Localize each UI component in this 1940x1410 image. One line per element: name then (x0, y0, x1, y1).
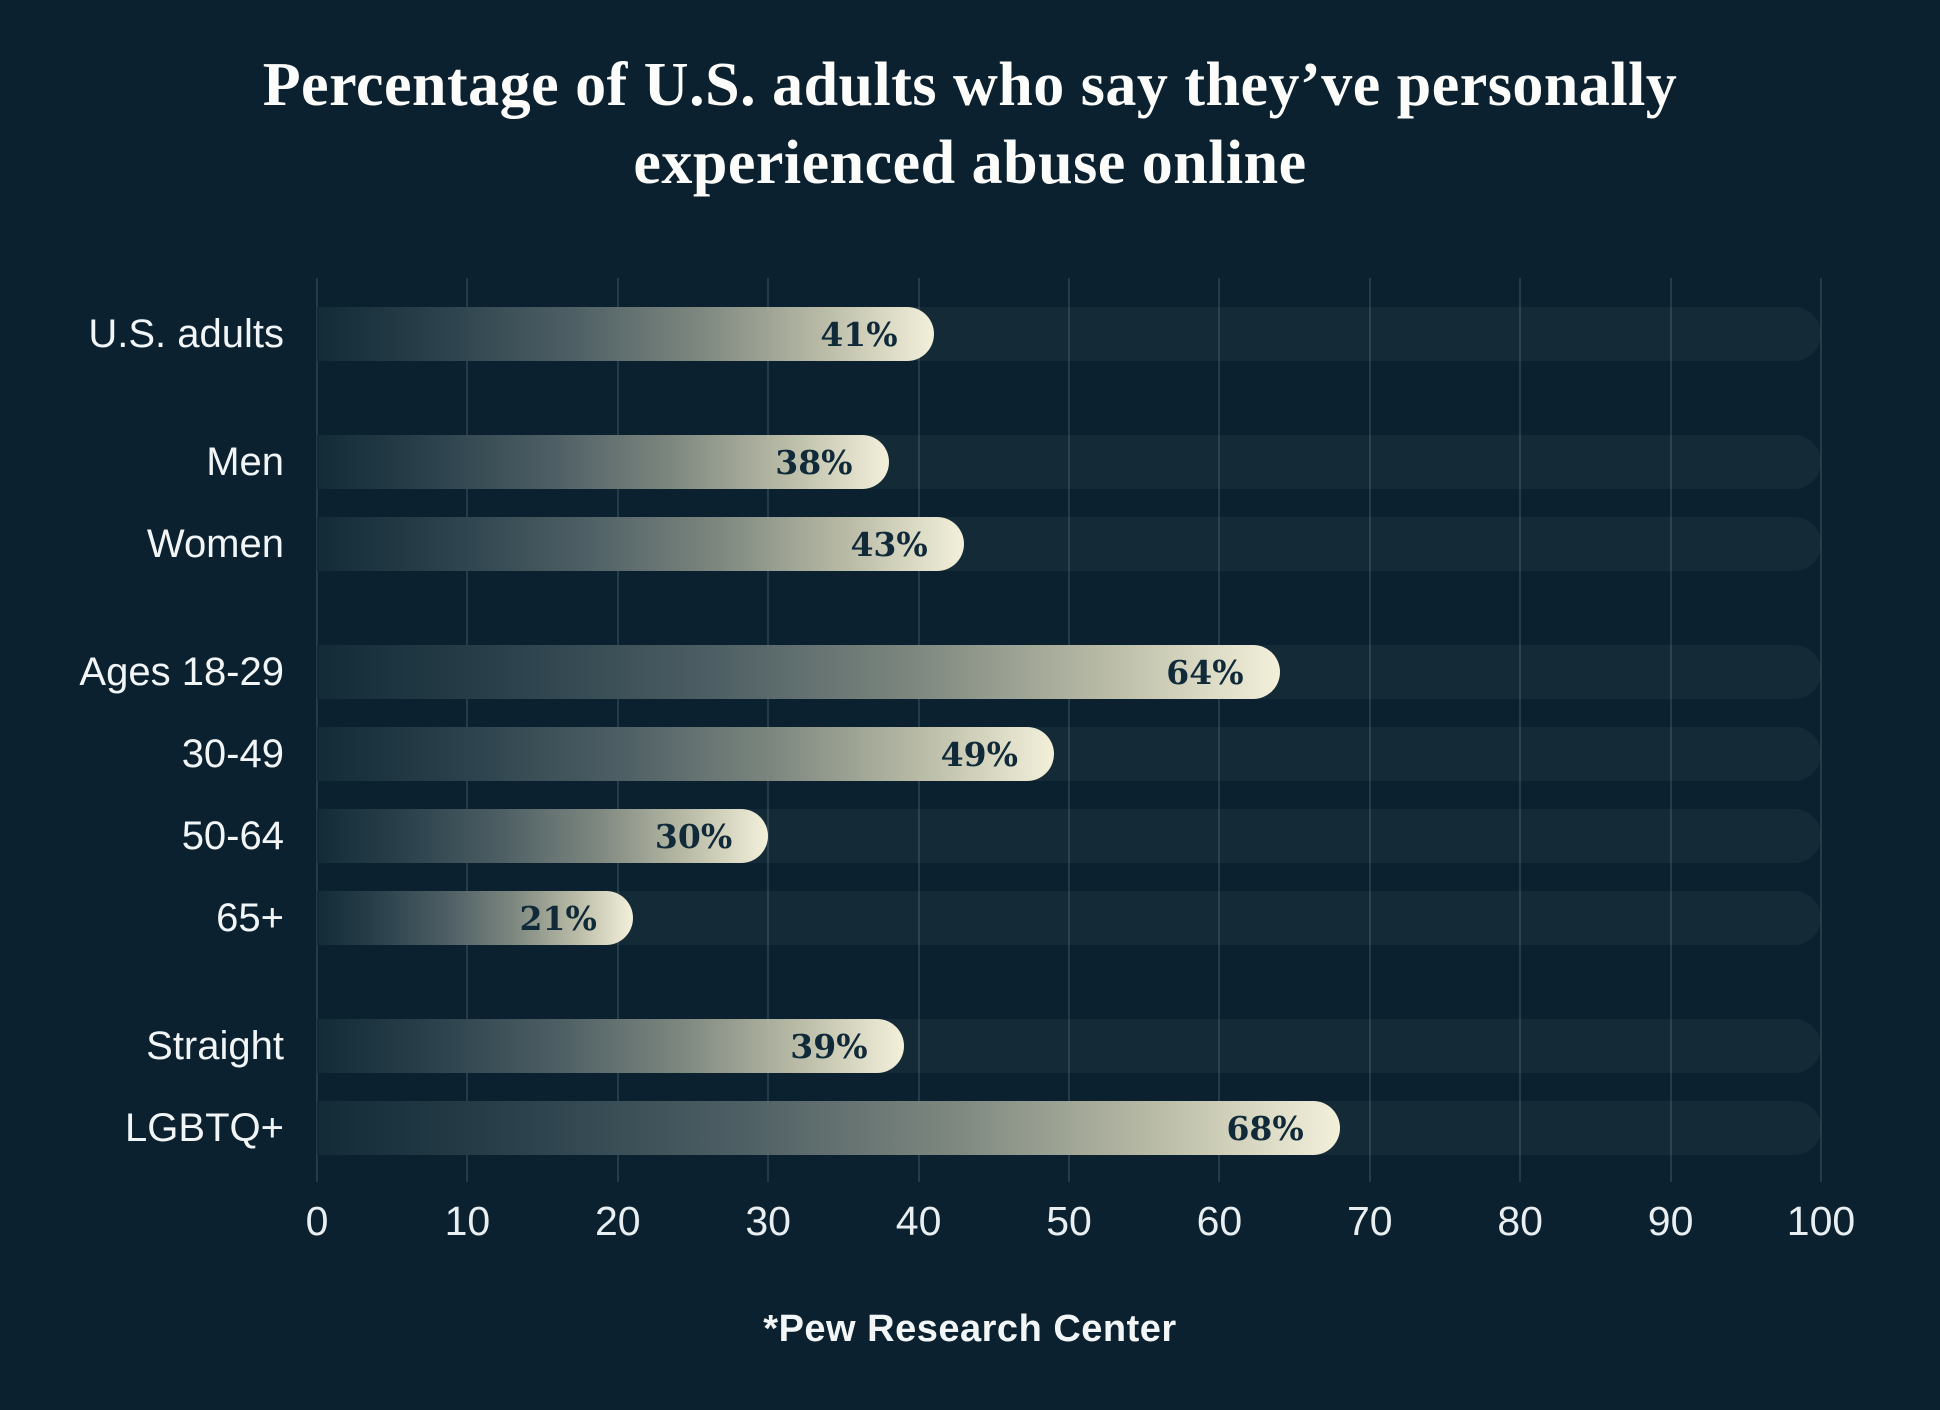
bar-value-label: 30% (654, 816, 733, 856)
chart-title-line-2: experienced abuse online (633, 129, 1307, 198)
bar: 39% (317, 1019, 904, 1073)
category-label: LGBTQ+ (125, 1106, 284, 1150)
x-tick-label-90: 90 (1647, 1198, 1694, 1244)
bar-row-6: 65+ 21% (0, 891, 1940, 945)
category-label: Women (146, 522, 284, 566)
x-tick-label-100: 100 (1786, 1198, 1856, 1244)
bar: 49% (317, 727, 1054, 781)
bar-row-2: Women 43% (0, 517, 1940, 571)
x-tick-label-70: 70 (1346, 1198, 1393, 1244)
x-tick-label-80: 80 (1497, 1198, 1543, 1244)
bar-row-4: 30-49 49% (0, 727, 1940, 781)
category-label: 50-64 (181, 814, 284, 858)
bar-value-label: 21% (519, 898, 597, 938)
category-label: Straight (146, 1024, 284, 1068)
bar-row-1: Men 38% (0, 435, 1940, 489)
x-axis: 0 10 20 30 40 50 60 70 80 90 100 (306, 1198, 1856, 1254)
bar-row-0: U.S. adults 41% (0, 307, 1940, 361)
gridline-100 (1820, 278, 1822, 1182)
category-label: Men (206, 440, 284, 484)
bar-row-5: 50-64 30% (0, 809, 1940, 863)
bar-value-label: 39% (790, 1026, 868, 1066)
bar: 64% (317, 645, 1280, 699)
x-tick-label-10: 10 (444, 1198, 491, 1244)
bar-value-label: 68% (1226, 1108, 1304, 1148)
gridline-90 (1669, 278, 1672, 1182)
chart-title: Percentage of U.S. adults who say they’v… (0, 46, 1940, 202)
x-tick-label-40: 40 (895, 1198, 942, 1244)
x-tick-label-0: 0 (305, 1198, 329, 1244)
category-label: 65+ (216, 896, 284, 940)
category-label: Ages 18-29 (79, 650, 284, 694)
bar-value-label: 41% (820, 314, 898, 354)
x-tick-label-20: 20 (594, 1198, 641, 1244)
bar-row-8: LGBTQ+ 68% (0, 1101, 1940, 1155)
bar: 38% (317, 435, 889, 489)
bar-value-label: 64% (1166, 652, 1244, 692)
gridline-60 (1218, 278, 1221, 1182)
gridline-50 (1068, 278, 1070, 1182)
bar: 21% (317, 891, 633, 945)
gridline-80 (1519, 278, 1522, 1182)
gridline-70 (1368, 278, 1371, 1182)
x-tick-label-60: 60 (1196, 1198, 1243, 1244)
category-label: U.S. adults (88, 312, 284, 356)
bar: 68% (317, 1101, 1340, 1155)
bar-row-7: Straight 39% (0, 1019, 1940, 1073)
x-tick-label-50: 50 (1046, 1198, 1092, 1244)
bar: 43% (317, 517, 964, 571)
bar-value-label: 38% (775, 442, 853, 482)
source-attribution: *Pew Research Center (763, 1308, 1177, 1350)
bar-value-label: 49% (940, 734, 1018, 774)
x-tick-label-30: 30 (745, 1198, 791, 1244)
bar-value-label: 43% (850, 524, 928, 564)
bar: 30% (317, 809, 769, 863)
chart-title-line-1: Percentage of U.S. adults who say they’v… (262, 51, 1678, 119)
category-label: 30-49 (181, 732, 284, 776)
bar-row-3: Ages 18-29 64% (0, 645, 1940, 699)
bar: 41% (317, 307, 934, 361)
